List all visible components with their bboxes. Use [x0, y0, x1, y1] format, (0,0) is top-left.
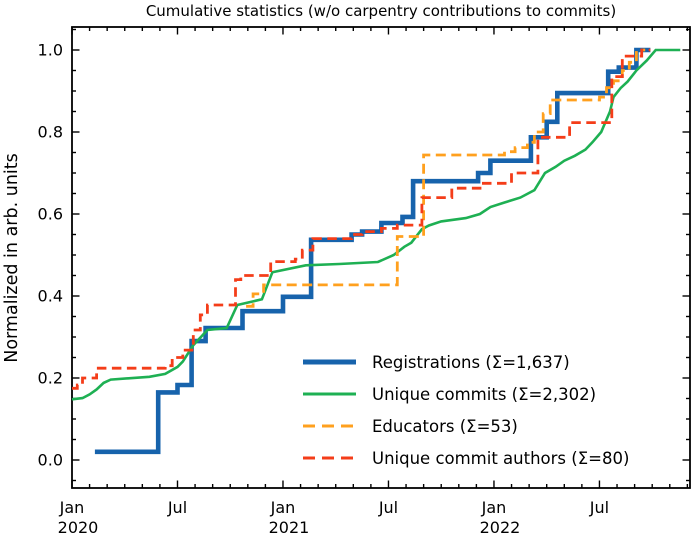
x-tick-label: Jan [59, 498, 85, 517]
legend-label-registrations: Registrations (Σ=1,637) [372, 353, 570, 372]
x-tick-label: Jan [270, 498, 296, 517]
x-tick-year-label: 2021 [269, 518, 310, 537]
y-tick-label: 0.2 [38, 369, 63, 388]
series-registrations-line [94, 47, 651, 455]
legend: Registrations (Σ=1,637) Unique commits (… [303, 353, 629, 468]
series-unique-commit-authors-line [72, 48, 651, 390]
x-tick-label: Jul [167, 498, 187, 517]
series-educators-line [246, 48, 646, 308]
legend-label-unique-commits: Unique commits (Σ=2,302) [372, 385, 596, 404]
y-tick-label: 0.6 [38, 205, 63, 224]
axes-spines [71, 26, 691, 489]
legend-label-educators: Educators (Σ=53) [372, 417, 518, 436]
legend-label-unique-commit-authors: Unique commit authors (Σ=80) [372, 449, 629, 468]
x-tick-label: Jul [378, 498, 398, 517]
y-tick-label: 1.0 [38, 41, 63, 60]
chart-title: Cumulative statistics (w/o carpentry con… [146, 2, 616, 20]
series-unique-commits-line [71, 48, 681, 401]
x-tick-label: Jul [589, 498, 609, 517]
y-axis-label: Normalized in arb. units [2, 153, 22, 363]
y-tick-label: 0.4 [38, 287, 63, 306]
axis-ticks [71, 27, 690, 488]
y-tick-label: 0.0 [38, 451, 63, 470]
x-tick-label: Jan [481, 498, 507, 517]
x-tick-year-label: 2020 [58, 518, 99, 537]
x-tick-year-label: 2022 [480, 518, 521, 537]
y-tick-label: 0.8 [38, 123, 63, 142]
